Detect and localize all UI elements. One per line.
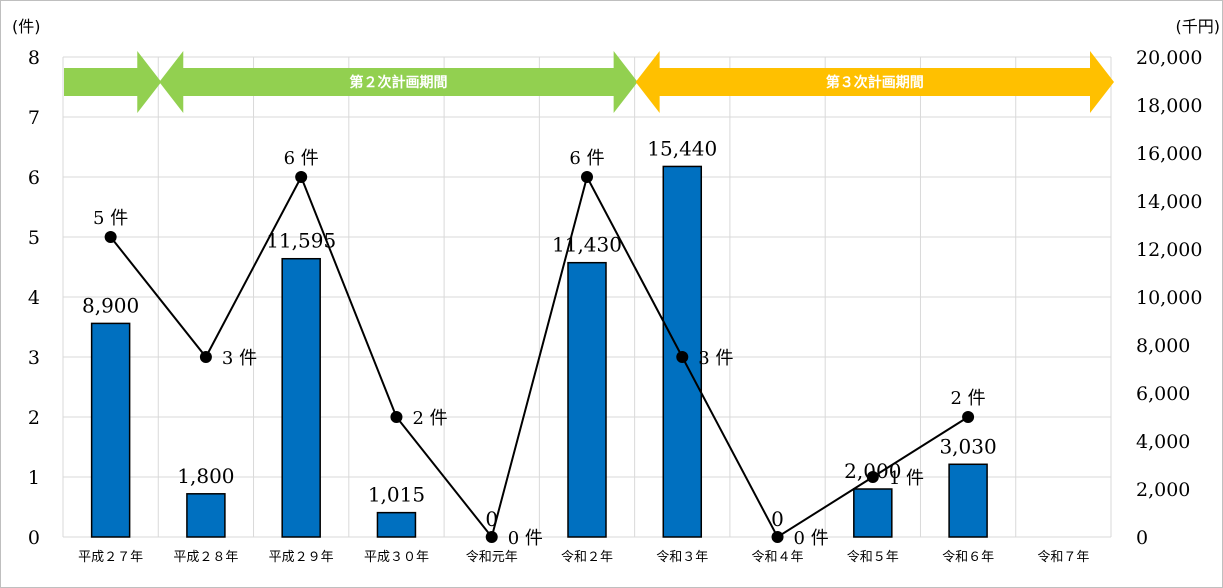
- axes: 0 1 2 3 4 5 6 7 8 0 2,000 4,000 6,000 8,000 10,000 12,0…: [28, 47, 1203, 565]
- period-arrows: 第２次計画期間 第３次計画期間: [64, 51, 1114, 113]
- line-point-label: 2 件: [950, 388, 985, 409]
- left-axis-tick: 3: [28, 347, 40, 369]
- left-axis-tick: 0: [28, 527, 40, 549]
- category-tick: 令和７年: [1037, 550, 1089, 565]
- bar-value-label: 1,015: [368, 483, 425, 507]
- right-axis-unit: (千円): [1176, 17, 1221, 36]
- line-point-label: 3 件: [698, 348, 733, 369]
- bar-value-label: 15,440: [647, 136, 717, 160]
- line-point-label: 1 件: [889, 468, 924, 489]
- right-axis-tick: 8,000: [1136, 335, 1190, 357]
- line-series: 5 件 3 件 6 件 2 件 0 件 6 件 3 件 0 件 1 件 2 件: [93, 148, 986, 549]
- period-label: 第２次計画期間: [349, 74, 447, 91]
- right-axis-tick: 10,000: [1136, 287, 1202, 309]
- category-tick: 令和４年: [752, 550, 804, 565]
- line-point-label: 2 件: [412, 408, 447, 429]
- category-tick: 令和元年: [466, 550, 518, 565]
- category-tick: 令和５年: [847, 550, 899, 565]
- bar: [376, 511, 417, 538]
- bar: [567, 261, 607, 538]
- line-point-label: 6 件: [569, 148, 604, 169]
- line-point-label: 6 件: [284, 148, 319, 169]
- category-tick: 平成２８年: [173, 550, 238, 565]
- period-label: 第３次計画期間: [826, 74, 924, 91]
- right-axis-tick: 6,000: [1136, 383, 1190, 405]
- left-axis-tick: 2: [28, 407, 40, 429]
- line-point: [485, 531, 498, 543]
- bar-series: 8,9001,80011,5951,015011,43015,44002,000…: [82, 136, 997, 538]
- bar-value-label: 11,430: [552, 233, 622, 257]
- period-arrow: [64, 51, 162, 113]
- left-axis-tick: 1: [28, 467, 40, 489]
- line-point: [199, 351, 212, 363]
- bar: [948, 463, 988, 538]
- count-line: [109, 174, 969, 540]
- period-arrow: [159, 51, 638, 113]
- right-axis-tick: 16,000: [1136, 143, 1202, 165]
- line-point-label: 0 件: [794, 528, 829, 549]
- left-axis-unit: (件): [12, 17, 41, 36]
- bar: [186, 493, 226, 538]
- left-axis-tick: 6: [28, 167, 40, 189]
- bar-value-label: 1,800: [177, 464, 234, 488]
- bar-value-label: 0: [771, 507, 784, 531]
- bar: [90, 322, 131, 538]
- category-tick: 平成３０年: [364, 550, 429, 565]
- right-axis-tick: 14,000: [1136, 191, 1202, 213]
- line-point: [866, 471, 879, 483]
- right-axis-tick: 4,000: [1136, 431, 1190, 453]
- period-arrow: [635, 51, 1114, 113]
- line-point-label: 5 件: [93, 208, 128, 229]
- bar-value-label: 8,900: [82, 293, 139, 317]
- line-point: [104, 231, 117, 243]
- left-axis-tick: 5: [28, 227, 40, 249]
- category-tick: 令和６年: [942, 550, 994, 565]
- gridlines: [62, 56, 1112, 538]
- line-point: [295, 171, 308, 183]
- line-point-label: 3 件: [222, 348, 257, 369]
- left-axis-tick: 4: [28, 287, 40, 309]
- right-axis-tick: 12,000: [1136, 239, 1202, 261]
- left-axis-tick: 8: [28, 47, 40, 69]
- line-point: [676, 351, 689, 363]
- bar: [281, 257, 321, 538]
- bar: [853, 488, 893, 538]
- right-axis-tick: 20,000: [1136, 47, 1202, 69]
- line-point: [962, 411, 975, 423]
- line-point: [581, 171, 593, 183]
- bar-value-label: 11,595: [266, 229, 336, 253]
- right-axis-tick: 2,000: [1136, 479, 1190, 501]
- line-point: [390, 411, 403, 423]
- right-axis-tick: 0: [1136, 527, 1148, 549]
- category-tick: 令和２年: [561, 550, 613, 565]
- category-tick: 平成２９年: [269, 550, 334, 565]
- left-axis-tick: 7: [28, 107, 40, 129]
- bar-value-label: 3,030: [939, 434, 996, 458]
- category-tick: 平成２７年: [78, 550, 143, 565]
- line-point-label: 0 件: [508, 528, 543, 549]
- category-tick: 令和３年: [656, 550, 708, 565]
- line-point: [771, 531, 784, 543]
- right-axis-tick: 18,000: [1136, 95, 1202, 117]
